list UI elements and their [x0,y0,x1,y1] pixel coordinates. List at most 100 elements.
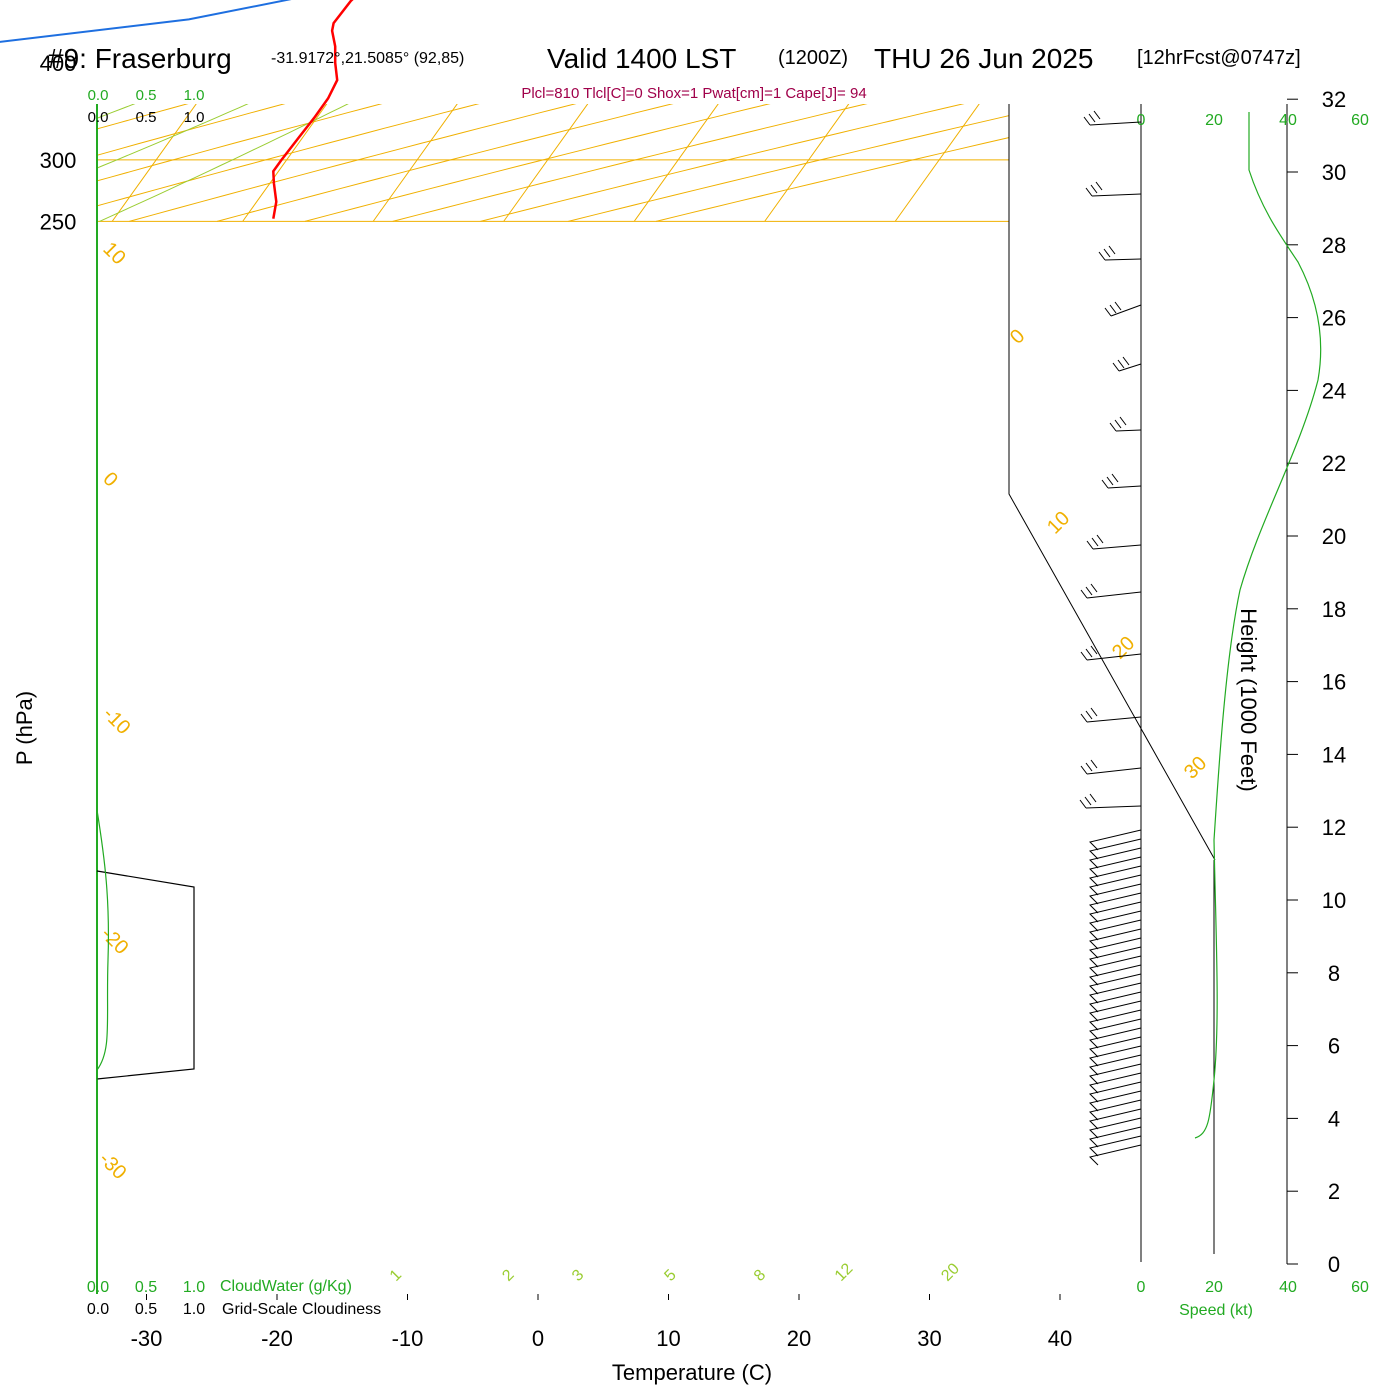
wind-barb-feather [1122,356,1130,366]
dry-adiabat [97,104,1215,222]
wind-barb-feather [1088,113,1096,123]
wind-barb [1080,707,1142,723]
cloudwater-profile [96,809,110,1140]
wind-barb [1080,645,1142,661]
cloudwater-tick-bottom: 0.5 [135,1279,157,1296]
wind-barb-low [1089,1000,1142,1022]
cloudwater-tick-top: 0.5 [136,87,157,104]
wind-barb-feather [1085,648,1093,658]
isotherm-line [111,104,468,222]
x-tick-label: -30 [131,1326,163,1351]
x-tick-label: 30 [917,1326,941,1351]
pressure-tick-label: 300 [40,148,77,173]
wind-barb-feather [1083,116,1091,126]
isotherm-label: 30 [1180,752,1211,783]
pressure-tick-label: 400 [40,51,77,76]
wind-barb-low [1089,1036,1142,1058]
cloudiness-tick-top: 0.0 [88,109,109,126]
wind-barb-feather [1096,534,1104,544]
mixing-ratio-label: 20 [938,1260,963,1285]
cloudwater-tick-bottom: 1.0 [183,1279,205,1296]
wind-barb-low [1089,991,1142,1013]
wind-barb-feather [1112,362,1120,372]
height-tick-label: 32 [1322,87,1346,112]
height-tick-label: 22 [1322,451,1346,476]
wind-barb [1083,110,1142,126]
x-tick-label: 10 [656,1326,680,1351]
isotherm-label: 10 [98,238,129,269]
height-tick-label: 30 [1322,160,1346,185]
wind-barb-feather [1080,589,1088,599]
isotherm-label: 10 [1043,507,1074,538]
mixing-ratio-label: 8 [751,1266,769,1284]
isotherm-label: -30 [94,1148,130,1184]
wind-barb-staff [1104,258,1142,261]
wind-speed-tick-bottom: 40 [1279,1279,1297,1296]
mixing-ratio-label: 12 [832,1260,857,1285]
wind-barb-low [1089,856,1142,878]
wind-barb [1079,793,1142,809]
wind-barb-low [1089,1144,1142,1166]
valid-date: THU 26 Jun 2025 [874,43,1093,74]
moist-adiabat [99,104,1069,222]
height-tick-label: 14 [1322,742,1346,767]
dry-adiabat [655,104,1215,222]
wind-barb-feather [1090,645,1098,655]
wind-barb-staff [1118,363,1142,372]
forecast-info: [12hrFcst@0747z] [1137,47,1301,69]
wind-barb-low [1089,1027,1142,1049]
wind-barb-low [1089,1054,1142,1076]
wind-barb-low [1089,937,1142,959]
height-axis-label: Height (1000 Feet) [1236,608,1261,791]
height-tick-label: 2 [1328,1179,1340,1204]
wind-barb-low [1089,955,1142,977]
dry-adiabat [392,104,1215,222]
wind-barb-low [1089,928,1142,950]
station-title: #9: Fraserburg [48,43,232,74]
wind-barb [1080,583,1142,599]
dry-adiabat [568,104,1215,222]
wind-barb-feather [1085,586,1093,596]
x-tick-label: -10 [392,1326,424,1351]
wind-barb-low [1089,1126,1142,1148]
wind-barb-feather [1114,419,1122,429]
height-tick-label: 26 [1322,306,1346,331]
dry-adiabat [216,104,1215,222]
wind-barb-feather [1093,110,1101,120]
wind-barb-feather [1117,359,1125,369]
wind-speed-tick-top: 60 [1351,112,1369,129]
wind-barb-feather [1079,799,1087,809]
wind-barb-feather [1119,416,1127,426]
wind-barb-feather [1104,307,1112,317]
wind-barb-feather [1108,245,1116,255]
cloudiness-tick-bottom: 0.0 [87,1301,109,1318]
cloudiness-tick-bottom: 1.0 [183,1301,205,1318]
wind-barb-staff [1092,544,1142,550]
wind-barb-low [1089,847,1142,869]
height-tick-label: 4 [1328,1106,1340,1131]
wind-barb-low [1089,865,1142,887]
wind-barb [1104,301,1142,317]
moist-adiabat [97,104,546,222]
height-tick-label: 12 [1322,815,1346,840]
wind-barb [1085,181,1142,197]
wind-barb-staff [1089,121,1142,126]
cloudiness-tick-top: 0.5 [136,109,157,126]
wind-barb [1086,534,1142,550]
height-tick-label: 10 [1322,888,1346,913]
wind-barb [1098,245,1142,261]
cloudwater-tick-top: 1.0 [184,87,205,104]
wind-barb-staff [1085,805,1142,809]
wind-barb-low [1089,838,1142,860]
utc-time: (1200Z) [778,47,848,69]
x-tick-label: 40 [1048,1326,1072,1351]
wind-barb-low [1089,964,1142,986]
wind-speed-axis-label: Speed (kt) [1179,1302,1253,1319]
wind-barb-feather [1090,184,1098,194]
wind-barb-low [1089,829,1142,851]
height-tick-label: 28 [1322,233,1346,258]
wind-barb-low [1089,892,1142,914]
isotherm-label: -20 [96,923,132,959]
isotherm-line [372,104,729,222]
